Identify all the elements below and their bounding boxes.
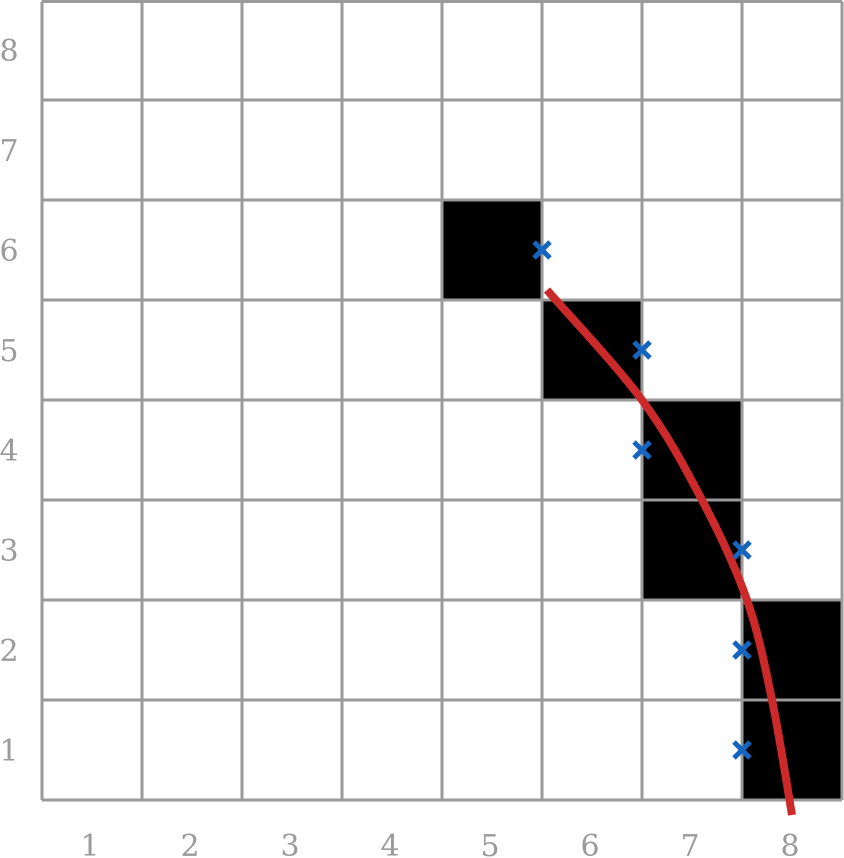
y-tick-label: 6 (0, 234, 19, 269)
cross-marker (732, 740, 752, 760)
y-tick-label: 4 (0, 434, 19, 469)
y-tick-label: 3 (0, 534, 19, 569)
x-tick-label: 2 (180, 829, 199, 858)
cross-marker-stroke (632, 440, 652, 460)
x-tick-label: 4 (380, 829, 399, 858)
x-tick-label: 8 (780, 829, 799, 858)
fitted-curve (543, 287, 796, 816)
grid-lines (40, 0, 844, 802)
y-tick-label: 1 (0, 734, 19, 769)
cross-marker (632, 440, 652, 460)
cross-marker-stroke (632, 340, 652, 360)
x-axis-labels: 1 2 3 4 5 6 7 8 (80, 829, 799, 858)
y-tick-label: 2 (0, 634, 19, 669)
cross-marker-stroke (732, 540, 752, 560)
x-tick-label: 3 (280, 829, 299, 858)
markers (532, 240, 752, 760)
cross-marker (532, 240, 552, 260)
y-tick-label: 5 (0, 334, 19, 369)
cross-marker-stroke (732, 740, 752, 760)
x-tick-label: 6 (580, 829, 599, 858)
cross-marker (732, 640, 752, 660)
curve-layer (543, 287, 796, 816)
x-tick-label: 7 (680, 829, 699, 858)
x-tick-label: 1 (80, 829, 99, 858)
cross-marker-stroke (532, 240, 552, 260)
x-tick-label: 5 (480, 829, 499, 858)
filled-cell (742, 600, 842, 700)
cross-marker-stroke (732, 640, 752, 660)
filled-cell (442, 200, 542, 300)
cross-marker (732, 540, 752, 560)
y-tick-label: 7 (0, 134, 19, 169)
cross-marker (632, 340, 652, 360)
y-tick-label: 8 (0, 34, 19, 69)
y-axis-labels: 1 2 3 4 5 6 7 8 (0, 34, 19, 769)
filled-cell (742, 700, 842, 800)
